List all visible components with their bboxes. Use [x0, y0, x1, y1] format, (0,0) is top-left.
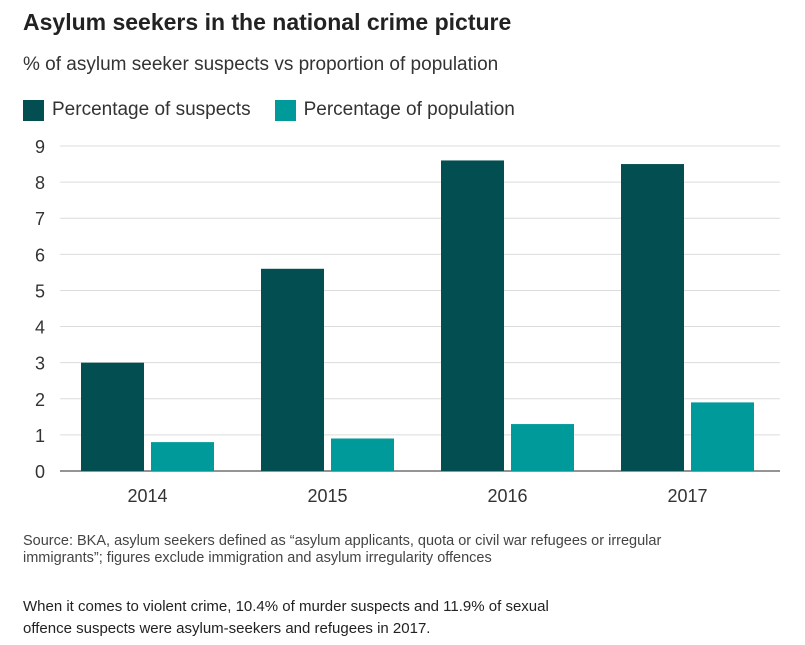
x-tick-label: 2016 [487, 486, 527, 506]
y-tick-label: 5 [35, 281, 45, 301]
legend-item-population: Percentage of population [274, 99, 515, 121]
source-note: Source: BKA, asylum seekers defined as “… [23, 533, 662, 566]
y-tick-label: 9 [35, 137, 45, 157]
bar-suspects [261, 268, 324, 471]
legend: Percentage of suspects Percentage of pop… [23, 97, 539, 123]
bar-population [511, 424, 574, 471]
bar-suspects [441, 160, 504, 471]
y-tick-label: 6 [35, 245, 45, 265]
x-tick-label: 2017 [667, 486, 707, 506]
article-caption: When it comes to violent crime, 10.4% of… [23, 598, 549, 637]
y-tick-label: 1 [35, 426, 45, 446]
legend-label-suspects: Percentage of suspects [52, 99, 251, 120]
y-tick-label: 8 [35, 173, 45, 193]
chart-title: Asylum seekers in the national crime pic… [23, 9, 512, 35]
legend-swatch-population [274, 99, 296, 121]
y-tick-label: 3 [35, 354, 45, 374]
legend-item-suspects: Percentage of suspects [23, 99, 251, 121]
x-tick-label: 2014 [127, 486, 167, 506]
bar-chart: 0 1 2 3 4 5 6 7 8 9 2014 2015 2016 2017 [35, 137, 780, 506]
x-tick-label: 2015 [307, 486, 347, 506]
legend-label-population: Percentage of population [303, 99, 515, 120]
legend-swatch-suspects [23, 99, 44, 121]
y-tick-label: 2 [35, 390, 45, 410]
bar-population [691, 402, 754, 471]
y-tick-label: 0 [35, 462, 45, 482]
bar-suspects [621, 164, 684, 472]
chart-subtitle: % of asylum seeker suspects vs proportio… [23, 54, 499, 75]
y-tick-label: 4 [35, 318, 45, 338]
bar-population [151, 442, 214, 471]
bar-suspects [81, 362, 144, 471]
y-tick-label: 7 [35, 209, 45, 229]
bar-population [331, 438, 394, 471]
